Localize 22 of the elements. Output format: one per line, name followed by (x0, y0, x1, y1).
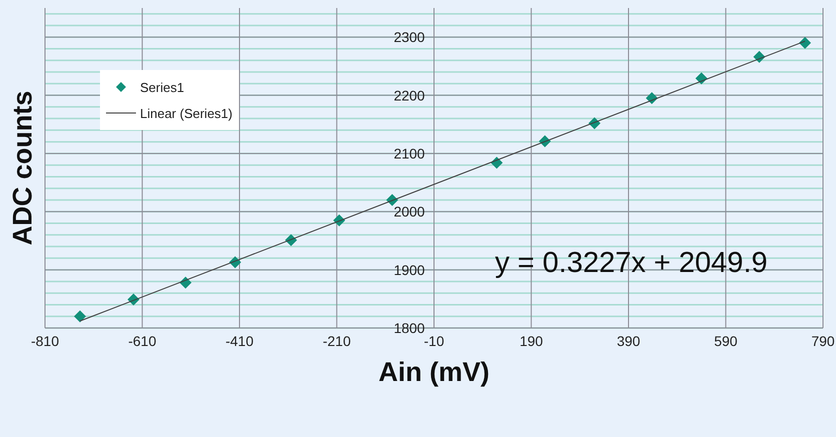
point (799, 36, 812, 49)
x-tick-label: 590 (714, 332, 738, 349)
y-tick-label: 2300 (394, 29, 426, 46)
y-tick-label: 2200 (394, 87, 426, 104)
x-tick-label: 190 (520, 332, 544, 349)
y-tick-label: 1900 (394, 262, 426, 278)
x-tick-label: -410 (225, 332, 254, 349)
x-tick-label: -610 (128, 332, 156, 349)
x-axis-title: Ain (mV) (378, 357, 490, 387)
x-tick-label: 390 (616, 332, 640, 349)
y-tick-label: 2000 (394, 204, 426, 220)
y-tick-label: 1800 (394, 320, 426, 336)
point (74, 310, 86, 322)
x-tick-label: -810 (30, 332, 60, 349)
annotation: y = 0.3227x + 2049.9 (495, 247, 768, 280)
y-axis-title: ADC counts (8, 90, 38, 246)
x-tick-label: -210 (322, 332, 351, 349)
y-tick-label: 2100 (394, 145, 426, 162)
legend-label: Linear (Series1) (140, 106, 232, 120)
legend-label: Series1 (140, 80, 184, 94)
x-tick-label: -10 (424, 332, 444, 349)
x-tick-label: 790 (811, 332, 835, 349)
